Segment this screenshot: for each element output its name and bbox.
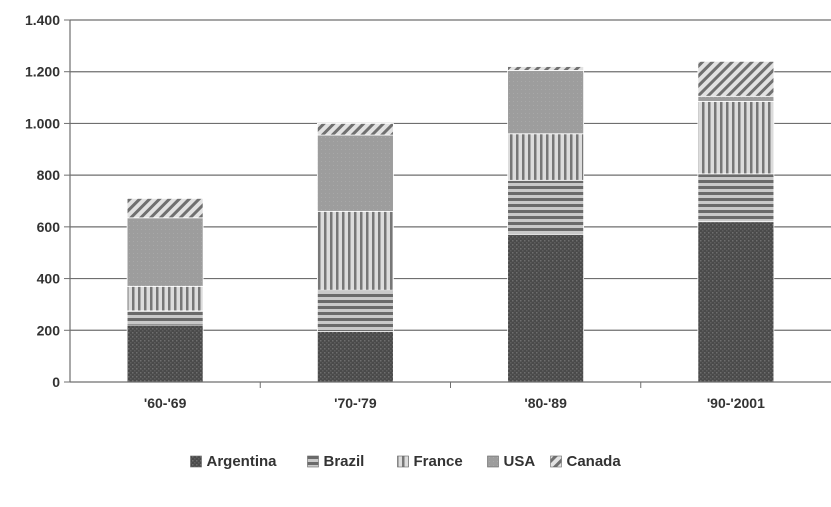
bar-segment-france (507, 133, 585, 181)
bar-segment-canada (507, 66, 585, 71)
bars (126, 60, 775, 383)
y-tick-label: 600 (37, 219, 61, 235)
y-tick-label: 0 (52, 374, 60, 390)
legend-swatch-canada (550, 455, 562, 468)
y-tick-label: 1.400 (25, 12, 60, 28)
y-tick-label: 800 (37, 167, 61, 183)
legend-swatch-argentina (190, 455, 202, 468)
x-tick-label: '90-'2001 (707, 395, 765, 411)
legend-label-usa: USA (504, 453, 536, 470)
bar-segment-france (126, 285, 204, 312)
bar-segment-brazil (126, 310, 204, 326)
bar-segment-usa (126, 217, 204, 287)
x-tick-label: '80-'89 (524, 395, 567, 411)
legend: Argentina Brazil France USA Canada (190, 453, 622, 470)
legend-swatch-usa (487, 455, 499, 468)
bar-segment-canada (697, 60, 775, 97)
legend-swatch-brazil (307, 455, 319, 468)
legend-label-brazil: Brazil (324, 453, 365, 470)
bar-segment-canada (126, 198, 204, 219)
bar-segment-argentina (697, 221, 775, 383)
y-tick-label: 200 (37, 322, 61, 338)
bar-segment-argentina (126, 324, 204, 383)
bar-segment-argentina (507, 234, 585, 383)
bar-segment-argentina (316, 331, 394, 383)
y-tick-label: 1.200 (25, 64, 60, 80)
legend-label-france: France (414, 453, 463, 470)
legend-label-canada: Canada (567, 453, 622, 470)
bar-segment-usa (316, 134, 394, 212)
x-tick-label: '70-'79 (334, 395, 377, 411)
legend-label-argentina: Argentina (207, 453, 278, 470)
bar-segment-france (316, 210, 394, 291)
bar-segment-brazil (316, 289, 394, 332)
legend-swatch-france (397, 455, 409, 468)
axes: 0 200 400 600 800 1.000 1.200 1.400 '60-'69 '70-'… (25, 12, 831, 411)
y-tick-label: 1.000 (25, 115, 60, 131)
y-tick-label: 400 (37, 271, 61, 287)
bar-segment-canada (316, 123, 394, 136)
bar-segment-brazil (507, 179, 585, 236)
bar-segment-france (697, 101, 775, 175)
x-tick-label: '60-'69 (144, 395, 187, 411)
bar-segment-usa (507, 70, 585, 135)
bar-segment-brazil (697, 173, 775, 223)
bar-segment-usa (697, 95, 775, 102)
